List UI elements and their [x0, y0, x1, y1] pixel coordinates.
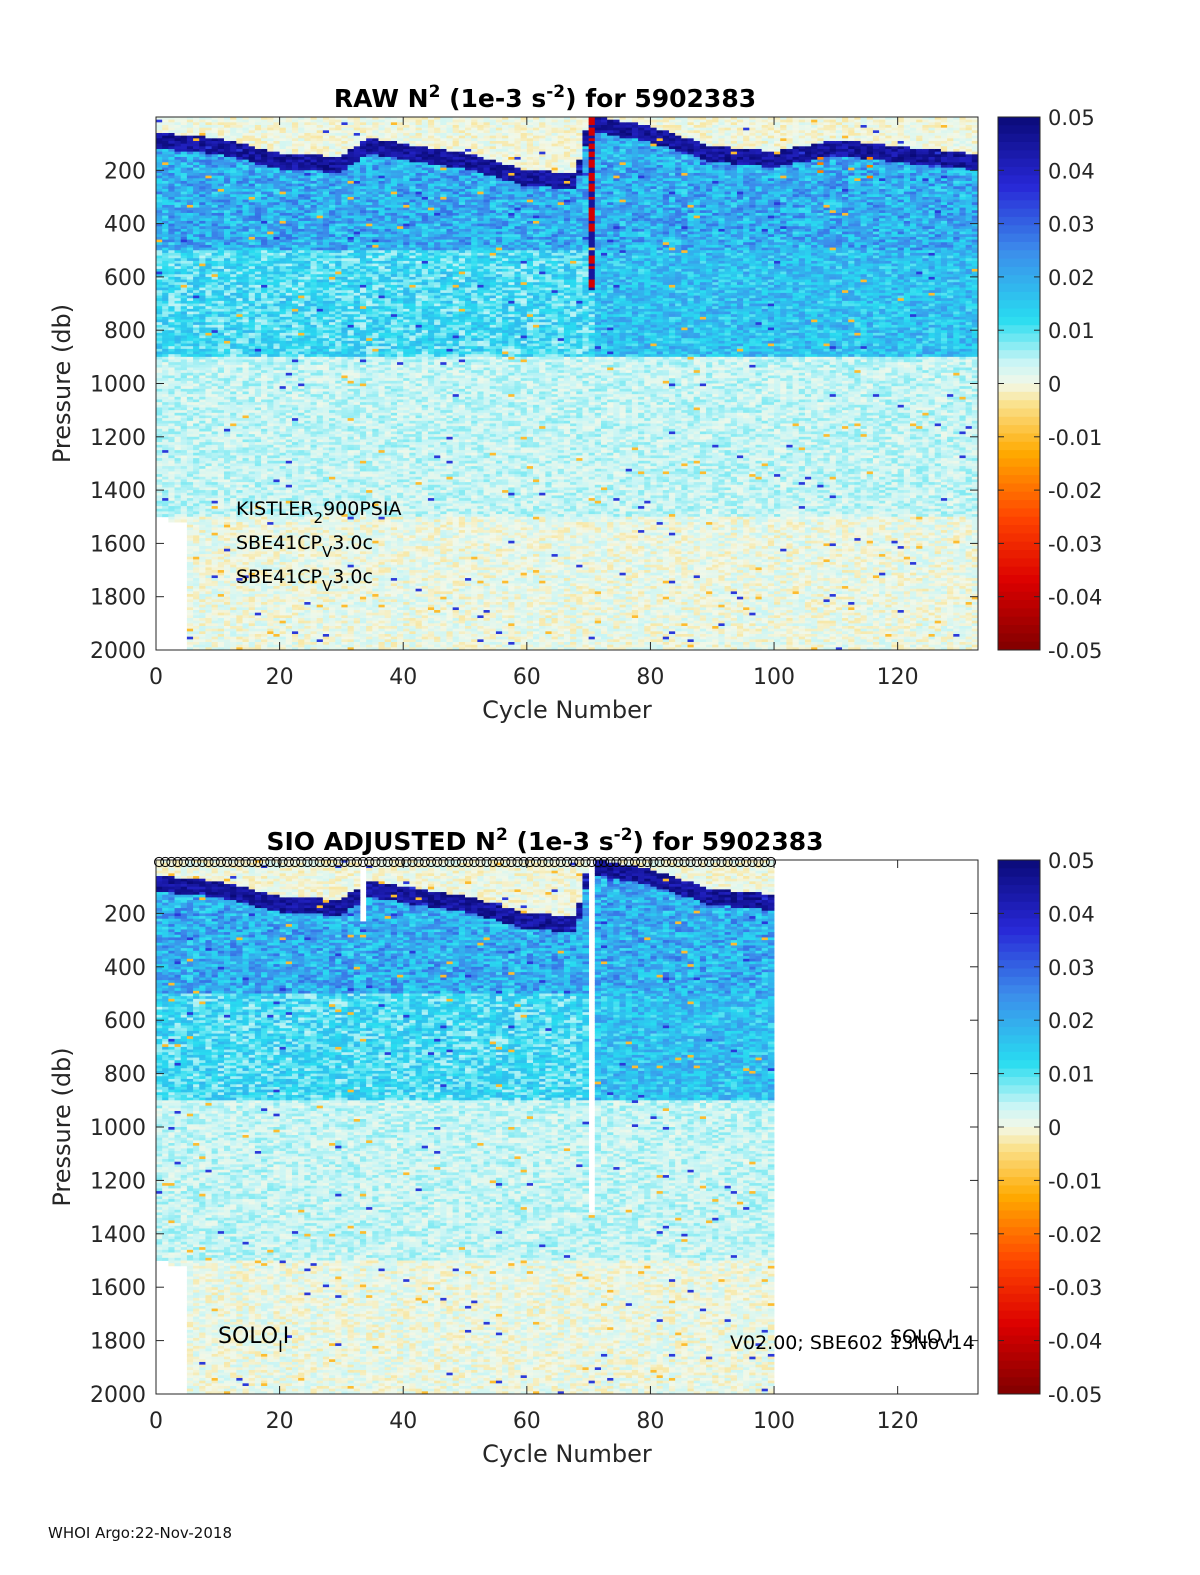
y-tick-label: 1800 — [90, 586, 146, 611]
y-tick-label: 1400 — [90, 1223, 146, 1248]
colorbar-tick-label: -0.02 — [1048, 1223, 1102, 1247]
y-tick-label: 400 — [104, 213, 146, 238]
colorbar-tick-label: -0.03 — [1048, 1276, 1102, 1300]
colorbar: 0.05 0.04 0.03 0.02 0.01 0 -0.01 -0.02 -0.03 -0.0… — [998, 849, 1102, 1407]
y-tick-label: 1600 — [90, 532, 146, 557]
x-axis-label: Cycle Number — [482, 1440, 652, 1468]
colorbar-tick-label: 0.04 — [1048, 159, 1095, 183]
y-tick-label: 800 — [104, 1063, 146, 1088]
colorbar-tick-label: -0.01 — [1048, 1169, 1102, 1193]
colorbar-tick-label: -0.02 — [1048, 479, 1102, 503]
colorbar-tick-label: 0.02 — [1048, 266, 1095, 290]
chart-title: SIO ADJUSTED N2 (1e-3 s-2) for 5902383 — [266, 825, 823, 856]
x-tick-label: 100 — [753, 1409, 795, 1434]
x-tick-label: 0 — [149, 665, 163, 690]
colorbar-tick-label: 0.05 — [1048, 849, 1095, 873]
colorbar-tick-label: 0.03 — [1048, 956, 1095, 980]
platform-label-overlap: SOLO I — [890, 1326, 954, 1348]
y-tick-label: 400 — [104, 956, 146, 981]
colorbar-tick-label: -0.04 — [1048, 586, 1102, 610]
x-tick-label: 0 — [149, 1409, 163, 1434]
colorbar-tick-label: 0.03 — [1048, 213, 1095, 237]
colorbar-tick-label: 0.05 — [1048, 106, 1095, 130]
y-tick-label: 1600 — [90, 1276, 146, 1301]
chart-title: RAW N2 (1e-3 s-2) for 5902383 — [334, 82, 756, 113]
y-tick-label: 600 — [104, 266, 146, 291]
y-tick-label: 1400 — [90, 479, 146, 504]
y-tick-label: 2000 — [90, 1383, 146, 1408]
colorbar-tick-label: 0.01 — [1048, 319, 1095, 343]
x-tick-label: 80 — [636, 665, 664, 690]
y-axis-label: Pressure (db) — [48, 1047, 76, 1206]
heatmap-cells — [156, 860, 774, 1394]
x-axis-label: Cycle Number — [482, 696, 652, 724]
x-tick-label: 60 — [513, 1409, 541, 1434]
y-tick-label: 2000 — [90, 639, 146, 664]
y-tick-label: 1200 — [90, 1169, 146, 1194]
colorbar: 0.05 0.04 0.03 0.02 0.01 0 -0.01 -0.02 -0.03 -0.0… — [998, 106, 1102, 663]
x-tick-label: 80 — [636, 1409, 664, 1434]
colorbar-tick-label: -0.04 — [1048, 1330, 1102, 1354]
x-tick-label: 100 — [753, 665, 795, 690]
y-tick-label: 800 — [104, 319, 146, 344]
y-tick-label: 600 — [104, 1009, 146, 1034]
colorbar-tick-label: 0.02 — [1048, 1009, 1095, 1033]
colorbar-tick-label: -0.05 — [1048, 639, 1102, 663]
x-tick-label: 20 — [266, 665, 294, 690]
y-tick-label: 200 — [104, 159, 146, 184]
y-tick-label: 1000 — [90, 373, 146, 398]
y-tick-label: 200 — [104, 902, 146, 927]
y-tick-label: 1200 — [90, 426, 146, 451]
colorbar-tick-label: -0.05 — [1048, 1383, 1102, 1407]
colorbar-tick-label: 0 — [1048, 373, 1061, 397]
colorbar-tick-label: -0.03 — [1048, 532, 1102, 556]
x-tick-label: 60 — [513, 665, 541, 690]
x-tick-label: 40 — [389, 1409, 417, 1434]
x-tick-label: 120 — [877, 665, 919, 690]
y-axis-label: Pressure (db) — [48, 304, 76, 463]
colorbar-tick-label: 0.01 — [1048, 1063, 1095, 1087]
colorbar-tick-label: 0.04 — [1048, 902, 1095, 926]
colorbar-tick-label: -0.01 — [1048, 426, 1102, 450]
y-tick-label: 1800 — [90, 1330, 146, 1355]
colorbar-tick-label: 0 — [1048, 1116, 1061, 1140]
x-tick-label: 120 — [877, 1409, 919, 1434]
footer-credit: WHOI Argo:22-Nov-2018 — [48, 1524, 232, 1542]
y-tick-label: 1000 — [90, 1116, 146, 1141]
x-tick-label: 40 — [389, 665, 417, 690]
x-tick-label: 20 — [266, 1409, 294, 1434]
